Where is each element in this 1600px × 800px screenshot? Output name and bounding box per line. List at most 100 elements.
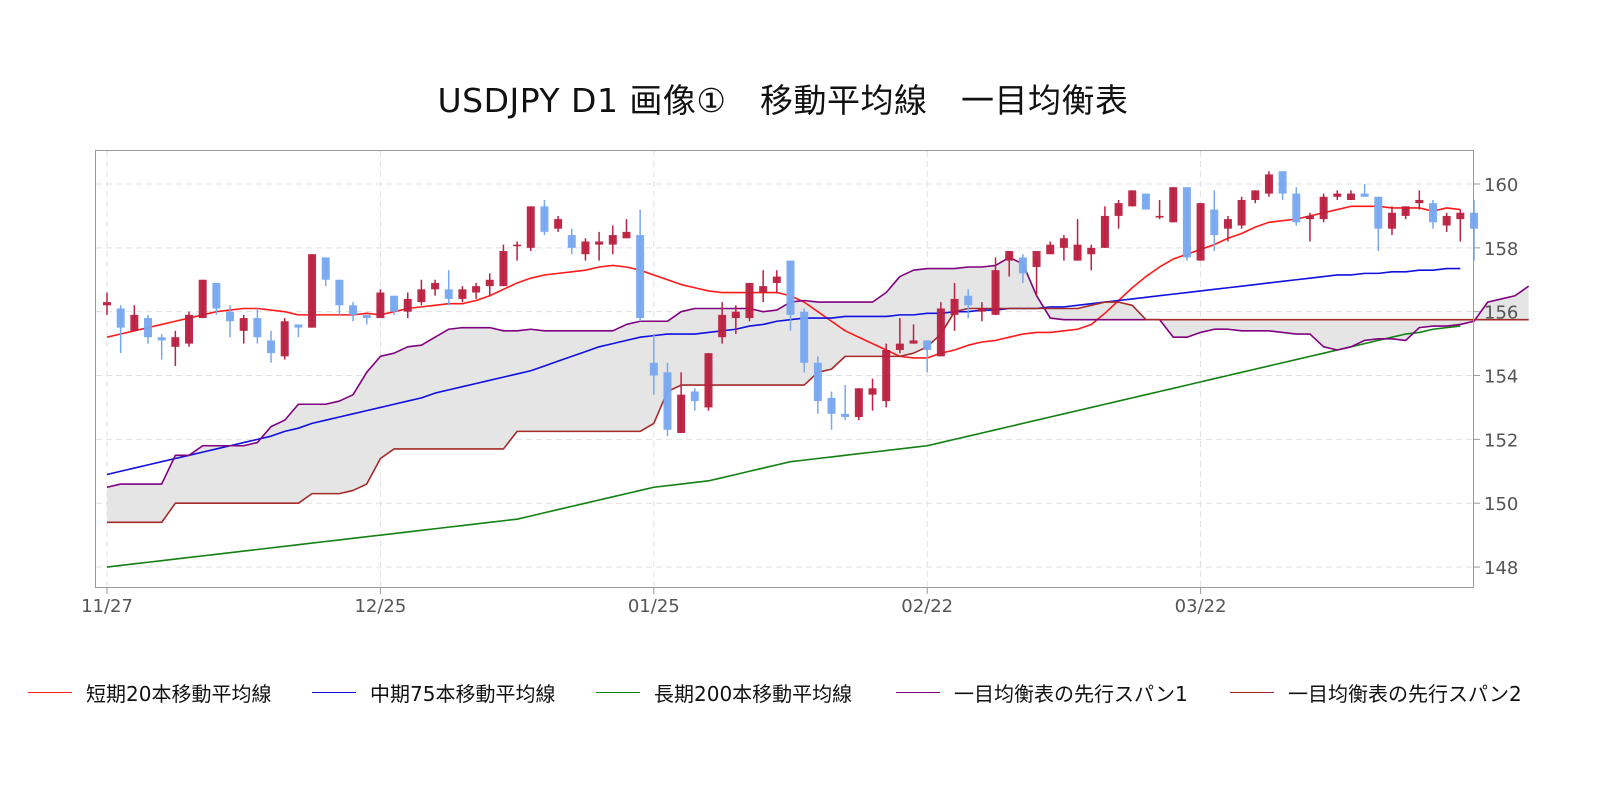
candle — [1032, 251, 1041, 296]
candle — [608, 225, 617, 255]
candle — [376, 289, 385, 319]
candle — [1114, 199, 1123, 229]
legend-line-icon — [596, 692, 640, 693]
candle — [1333, 190, 1342, 200]
legend-label: 一目均衡表の先行スパン1 — [954, 682, 1188, 706]
y-tick-label: 150 — [1484, 494, 1518, 515]
candle — [704, 353, 713, 411]
candle — [321, 257, 330, 287]
candle — [936, 302, 945, 357]
candle — [335, 279, 344, 315]
candle — [1005, 251, 1014, 277]
candle — [636, 209, 645, 322]
candle — [417, 279, 426, 306]
candle — [1264, 171, 1273, 197]
legend-line-icon — [896, 692, 940, 693]
legend-label: 中期75本移動平均線 — [370, 682, 556, 706]
candle — [868, 378, 877, 411]
candle — [581, 238, 590, 261]
candle — [280, 318, 289, 360]
candle — [1128, 190, 1137, 207]
candle — [1428, 199, 1437, 229]
legend: 短期20本移動平均線 中期75本移動平均線 長期200本移動平均線 一目均衡表の… — [0, 678, 1600, 708]
candle — [1182, 187, 1191, 261]
candle — [253, 308, 262, 344]
candle — [390, 295, 399, 315]
plot-frame — [95, 150, 1474, 588]
legend-line-icon — [1230, 692, 1274, 693]
candle — [349, 302, 358, 322]
candle — [1141, 193, 1150, 210]
candle — [540, 199, 549, 236]
candle — [1223, 215, 1232, 242]
candle — [622, 219, 631, 239]
legend-item-sma20: 短期20本移動平均線 — [28, 678, 271, 707]
candle — [649, 334, 658, 395]
candle — [1278, 171, 1287, 200]
legend-label: 長期200本移動平均線 — [654, 682, 853, 706]
candle — [1456, 209, 1465, 242]
candle — [745, 282, 754, 322]
candle — [827, 391, 836, 430]
legend-item-sma75: 中期75本移動平均線 — [312, 678, 555, 707]
candle — [731, 305, 740, 335]
candle — [1155, 199, 1164, 220]
candle — [977, 302, 986, 322]
candle — [472, 282, 481, 299]
candle — [1046, 241, 1055, 255]
candle — [499, 244, 508, 287]
candle — [198, 279, 207, 319]
candle — [1442, 212, 1451, 232]
candle — [239, 314, 248, 344]
candle — [308, 254, 317, 328]
candle — [1087, 244, 1096, 271]
span1-line — [106, 256, 1530, 489]
chart-title: USDJPY D1 画像① 移動平均線 一目均衡表 — [437, 81, 1129, 120]
candle — [212, 282, 221, 315]
candle — [1346, 190, 1355, 200]
y-tick-label: 160 — [1484, 175, 1518, 196]
candle — [226, 305, 235, 338]
candle — [1401, 206, 1410, 220]
candle — [909, 324, 918, 344]
candle — [144, 314, 153, 344]
candle — [116, 305, 125, 354]
candle — [1415, 190, 1424, 210]
legend-item-sma200: 長期200本移動平均線 — [596, 678, 852, 707]
candle — [1387, 206, 1396, 236]
candle — [130, 305, 139, 331]
candle — [458, 286, 467, 303]
candle — [157, 334, 166, 360]
candle — [1251, 190, 1260, 204]
candle — [854, 388, 863, 421]
candle — [964, 289, 973, 319]
x-tick-label: 01/25 — [628, 596, 680, 617]
x-tick-label: 02/22 — [901, 596, 953, 617]
sma75-line — [106, 267, 1461, 476]
legend-label: 一目均衡表の先行スパン2 — [1288, 682, 1522, 706]
candle — [1305, 212, 1314, 242]
candle — [759, 270, 768, 303]
candle — [567, 228, 576, 255]
y-tick-label: 148 — [1484, 558, 1518, 579]
candle — [690, 388, 699, 411]
candle — [526, 206, 535, 252]
candle — [923, 340, 932, 373]
candle — [1196, 203, 1205, 261]
candle — [882, 343, 891, 408]
ichimoku-cloud — [107, 257, 1529, 523]
candle — [267, 330, 276, 363]
candle — [554, 215, 563, 232]
candle — [1319, 193, 1328, 223]
legend-label: 短期20本移動平均線 — [86, 682, 272, 706]
candle — [171, 330, 180, 366]
candle — [895, 318, 904, 354]
y-tick-label: 154 — [1484, 367, 1518, 388]
candle — [841, 385, 850, 421]
x-tick-label: 12/25 — [354, 596, 406, 617]
candle — [772, 270, 781, 293]
candle — [294, 324, 303, 338]
candle — [813, 356, 822, 414]
candle — [1237, 196, 1246, 229]
